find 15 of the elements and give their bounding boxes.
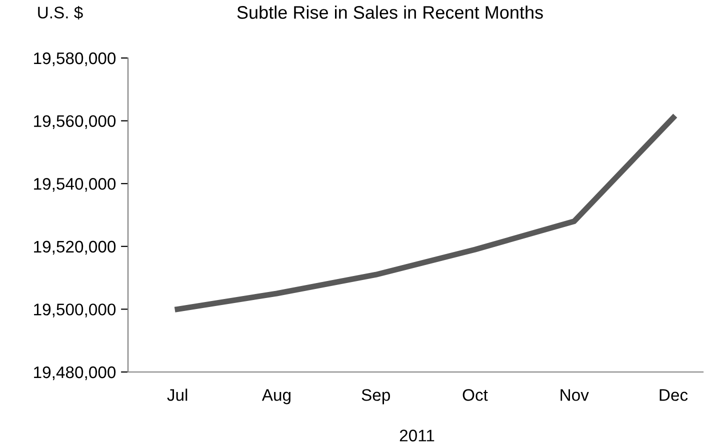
x-tick-label: Dec [660,389,688,401]
y-tick-label: 19,520,000 [34,240,116,255]
y-tick-label: 19,540,000 [34,178,116,192]
x-axis-title: 2011 [400,430,434,442]
y-tick-label: 19,500,000 [34,304,116,318]
x-tick-label: Sep [362,389,390,404]
x-tick-label: Aug [262,389,290,404]
chart-title: Subtle Rise in Sales in Recent Months [237,6,543,19]
y-tick-label: 19,580,000 [34,52,116,66]
y-axis-title: U.S. $ [38,6,83,20]
x-tick-label: Nov [560,389,589,401]
x-tick-label: Oct [462,389,488,401]
y-tick-label: 19,560,000 [34,115,116,129]
x-tick-label: Jul [167,388,188,401]
y-tick-label: 19,480,000 [34,366,116,380]
